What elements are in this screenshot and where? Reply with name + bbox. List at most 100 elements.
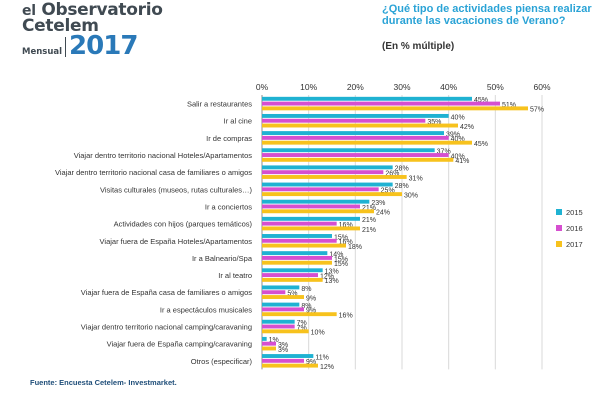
bar-2015	[262, 285, 300, 290]
data-label-2015: 8%	[301, 286, 311, 293]
x-tick-label: 60%	[533, 82, 550, 92]
category-label: Actividades con hijos (parques temáticos…	[114, 220, 253, 229]
data-label-2015: 39%	[446, 131, 460, 138]
bar-2017	[262, 312, 337, 317]
data-label-2016: 40%	[451, 153, 465, 160]
legend-label-2016: 2016	[566, 224, 583, 233]
legend-swatch-2016	[556, 225, 562, 231]
bar-2016	[262, 187, 379, 192]
bar-2016	[262, 358, 304, 363]
category-label: Salir a restaurantes	[187, 100, 252, 109]
data-label-2017: 30%	[404, 192, 418, 199]
data-label-2016: 9%	[306, 308, 316, 315]
category-label: Viajar fuera de España Hoteles/Apartamen…	[100, 237, 253, 246]
bar-2016	[262, 153, 449, 157]
data-label-2015: 13%	[325, 269, 339, 276]
category-label: Ir a espectáculos musicales	[160, 305, 252, 314]
category-label: Ir de compras	[206, 134, 252, 143]
bar-2015	[262, 165, 393, 170]
data-label-2015: 15%	[334, 234, 348, 241]
data-label-2017: 42%	[460, 124, 474, 131]
brand-line1-word: Observatorio	[41, 0, 163, 20]
bar-2015	[262, 319, 295, 324]
data-label-2015: 45%	[474, 97, 488, 104]
bar-2016	[262, 135, 449, 140]
bar-2016	[262, 170, 384, 175]
legend-swatch-2017	[556, 241, 562, 247]
brand-line2: Cetelem	[22, 16, 99, 36]
brand-separator	[65, 37, 67, 57]
data-label-2016: 9%	[306, 359, 316, 366]
data-label-2016: 15%	[334, 256, 348, 263]
bar-2016	[262, 290, 286, 295]
category-label: Viajar dentro territorio nacional Hotele…	[74, 151, 253, 160]
bar-2017	[262, 209, 374, 214]
chart-question: ¿Qué tipo de actividades piensa realizar…	[382, 3, 592, 27]
data-label-2015: 28%	[395, 166, 409, 173]
brand-year: 2017	[69, 31, 138, 61]
data-label-2015: 40%	[451, 114, 465, 121]
data-label-2017: 12%	[320, 364, 334, 371]
data-label-2015: 11%	[315, 354, 329, 361]
category-label: Visitas culturales (museos, rutas cultur…	[100, 185, 253, 194]
data-label-2017: 13%	[325, 278, 339, 285]
data-label-2016: 21%	[362, 205, 376, 212]
legend-swatch-2015	[556, 209, 562, 215]
data-label-2016: 40%	[451, 136, 465, 143]
bar-2015	[262, 131, 444, 136]
bar-2016	[262, 307, 304, 312]
brand-line1-prefix: el	[22, 3, 36, 19]
data-label-2015: 14%	[329, 251, 343, 258]
data-label-2017: 57%	[530, 107, 544, 114]
source-note: Fuente: Encuesta Cetelem- Investmarket.	[30, 378, 177, 387]
data-label-2016: 3%	[278, 342, 288, 349]
data-label-2017: 16%	[339, 313, 353, 320]
bar-2017	[262, 226, 360, 231]
bar-2015	[262, 234, 332, 238]
bar-2016	[262, 101, 500, 106]
bar-2017	[262, 295, 304, 299]
bar-2016	[262, 273, 318, 278]
bar-2015	[262, 199, 370, 204]
bar-2015	[262, 302, 300, 307]
data-label-2017: 24%	[376, 210, 390, 217]
bar-2015	[262, 96, 472, 101]
data-label-2017: 21%	[362, 227, 376, 234]
legend-label-2017: 2017	[566, 240, 583, 249]
bar-2016	[262, 341, 276, 346]
category-label: Ir a Balneario/Spa	[192, 254, 253, 263]
category-label: Viajar dentro territorio nacional casa d…	[55, 168, 252, 177]
data-label-2017: 41%	[455, 158, 469, 165]
bar-2015	[262, 182, 393, 187]
bar-2017	[262, 277, 323, 282]
category-label: Ir al cine	[224, 117, 252, 126]
data-label-2017: 15%	[334, 261, 348, 268]
x-tick-label: 30%	[393, 82, 410, 92]
category-label: Ir a conciertos	[205, 202, 252, 211]
bar-2017	[262, 192, 402, 197]
data-label-2016: 7%	[297, 325, 307, 332]
data-label-2016: 5%	[287, 291, 297, 298]
data-label-2017: 45%	[474, 141, 488, 148]
data-label-2016: 12%	[320, 273, 334, 280]
bar-2015	[262, 354, 314, 358]
x-tick-label: 0%	[256, 82, 269, 92]
data-label-2017: 18%	[348, 244, 362, 251]
bar-2016	[262, 255, 332, 260]
bar-2017	[262, 346, 276, 351]
data-label-2016: 16%	[339, 222, 353, 229]
bar-2015	[262, 113, 449, 118]
data-label-2015: 23%	[371, 200, 385, 207]
category-label: Viajar fuera de España camping/caravanin…	[107, 340, 252, 349]
bar-2017	[262, 243, 346, 248]
data-label-2015: 8%	[301, 303, 311, 310]
legend-label-2015: 2015	[566, 208, 583, 217]
data-label-2016: 16%	[339, 239, 353, 246]
bar-2016	[262, 324, 295, 329]
bar-2017	[262, 106, 528, 111]
data-label-2016: 26%	[385, 171, 399, 178]
bar-2017	[262, 363, 318, 368]
brand-subtitle: Mensual	[22, 46, 63, 57]
category-label: Otros (especificar)	[191, 357, 253, 366]
data-label-2015: 1%	[269, 337, 279, 344]
